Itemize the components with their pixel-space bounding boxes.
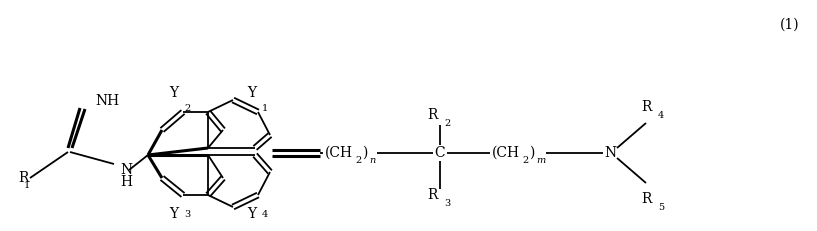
Text: (CH: (CH	[492, 146, 520, 160]
Text: Y: Y	[247, 207, 256, 221]
Text: N: N	[604, 146, 616, 160]
Text: 3: 3	[444, 199, 450, 208]
Text: Y: Y	[169, 207, 178, 221]
Text: ): )	[529, 146, 534, 160]
Text: (CH: (CH	[325, 146, 353, 160]
Text: R: R	[641, 192, 652, 206]
Text: 1: 1	[24, 181, 30, 190]
Text: H: H	[120, 175, 132, 189]
Text: ): )	[362, 146, 368, 160]
Text: Y: Y	[247, 86, 256, 100]
Text: n: n	[369, 156, 375, 165]
Text: (1): (1)	[780, 18, 800, 32]
Text: Y: Y	[169, 86, 178, 100]
Text: R: R	[427, 188, 438, 202]
Text: 2: 2	[355, 156, 361, 165]
Text: m: m	[536, 156, 545, 165]
Text: 3: 3	[184, 210, 190, 219]
Text: 4: 4	[262, 210, 268, 219]
Text: NH: NH	[95, 94, 119, 108]
Text: 5: 5	[658, 203, 664, 212]
Text: N: N	[120, 163, 132, 177]
Text: R: R	[18, 171, 29, 185]
Text: R: R	[427, 108, 438, 122]
Text: 1: 1	[262, 104, 268, 113]
Text: R: R	[641, 100, 652, 114]
Text: 2: 2	[184, 104, 190, 113]
Text: 2: 2	[522, 156, 529, 165]
Text: C: C	[435, 146, 445, 160]
Text: 2: 2	[444, 119, 450, 128]
Text: 4: 4	[658, 111, 664, 120]
